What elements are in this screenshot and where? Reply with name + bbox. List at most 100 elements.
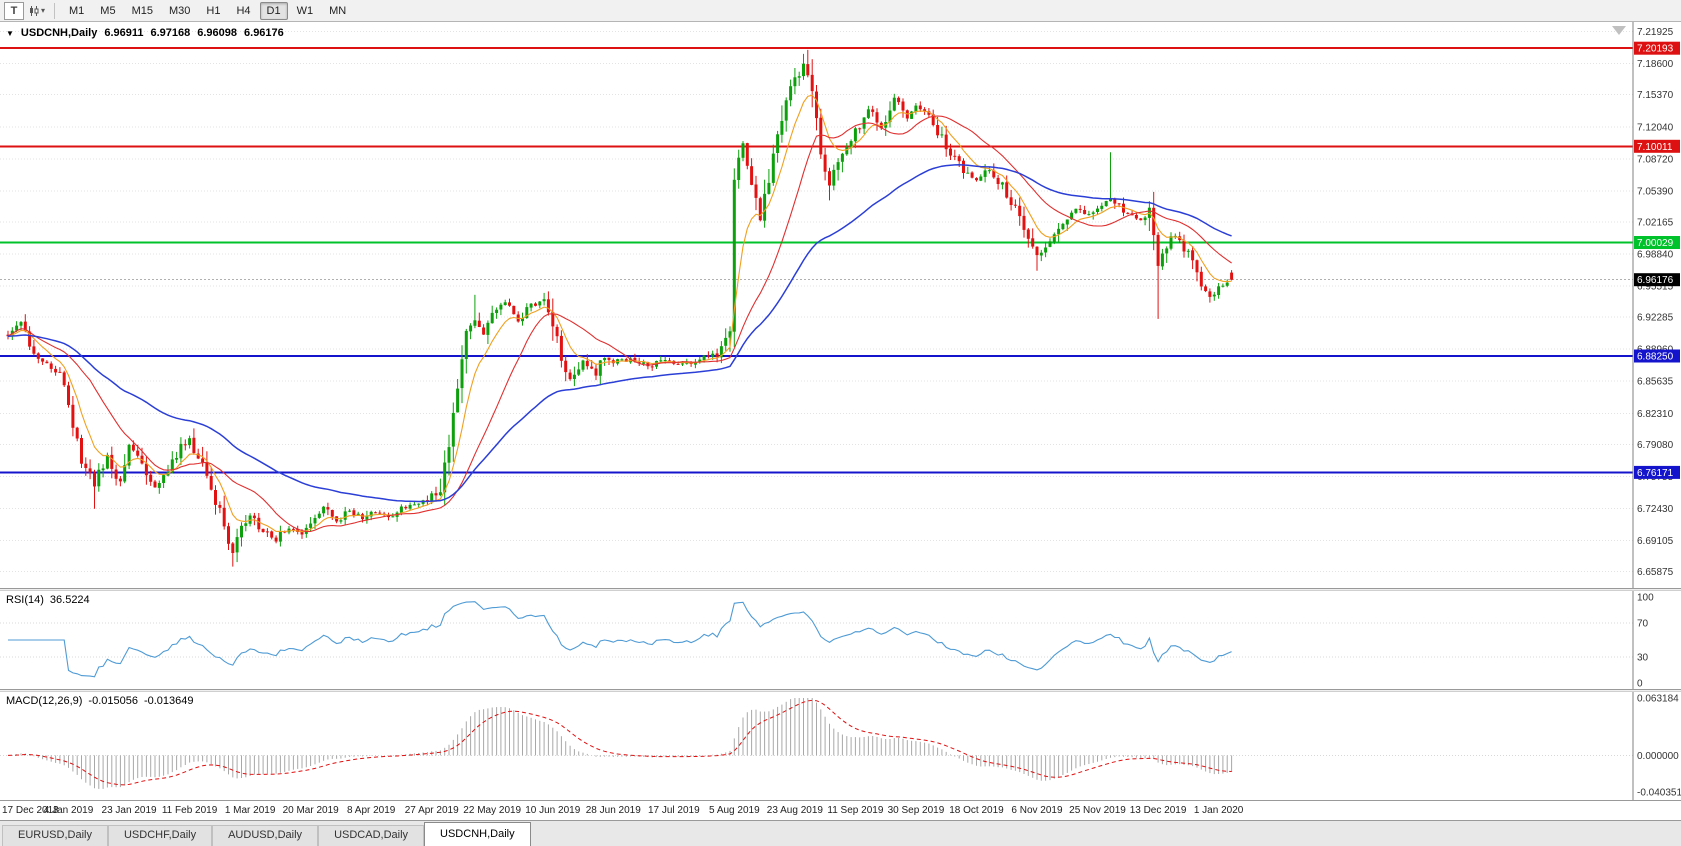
svg-text:6.76171: 6.76171 [1637,468,1674,479]
ma-20-line [7,115,1232,533]
svg-text:7.15370: 7.15370 [1637,90,1674,101]
svg-text:7.08720: 7.08720 [1637,154,1674,165]
dropdown-triangle-icon[interactable]: ▼ [6,28,14,38]
svg-text:6.96176: 6.96176 [1637,275,1674,286]
svg-text:6.65875: 6.65875 [1637,567,1674,578]
macd-main-value: -0.015056 [88,695,138,707]
date-label: 10 Jun 2019 [525,805,581,816]
price-chart-canvas[interactable]: 7.21925 7.18600 7.15370 7.12040 7.08720 7.053… [0,22,1681,588]
candles-layer [6,49,1234,567]
timeframe-button-d1[interactable]: D1 [259,1,288,20]
timeframe-button-h4[interactable]: H4 [236,4,251,17]
rsi-header: RSI(14) 36.5224 [6,594,90,606]
date-label: 20 Mar 2019 [282,805,339,816]
panel-divider[interactable] [0,689,1681,692]
macd-canvas[interactable]: 0.063184 0.000000 -0.040351 [0,692,1681,800]
timeframe-button-m1[interactable]: M1 [69,4,85,17]
svg-text:7.05390: 7.05390 [1637,186,1674,197]
date-label: 17 Dec 2018 [2,805,59,816]
rsi-axis[interactable]: 100 70 30 0 [1632,591,1681,690]
macd-histogram [11,698,1233,789]
svg-text:6.72430: 6.72430 [1637,504,1674,515]
chart-type-dropdown-button[interactable]: ▾ [27,2,47,20]
date-label: 11 Sep 2019 [827,805,884,816]
macd-header: MACD(12,26,9) -0.015056 -0.013649 [6,695,194,707]
timeframe-button-m5[interactable]: M5 [100,4,116,17]
svg-text:7.20193: 7.20193 [1637,44,1674,55]
svg-text:100: 100 [1637,593,1654,604]
svg-text:6.88250: 6.88250 [1637,352,1674,363]
svg-text:70: 70 [1637,618,1649,629]
svg-text:-0.040351: -0.040351 [1637,788,1681,799]
price-level-badge [1634,236,1680,249]
svg-text:7.10011: 7.10011 [1637,142,1673,153]
date-label: 6 Nov 2019 [1011,805,1063,816]
svg-text:7.00029: 7.00029 [1637,238,1674,249]
price-level-badge [1634,349,1680,363]
svg-text:6.92285: 6.92285 [1637,313,1674,324]
chart-tab-usdcnh[interactable]: USDCNH,Daily [424,822,531,846]
date-label: 1 Jan 2020 [1193,805,1244,816]
chart-tab-usdchf[interactable]: USDCHF,Daily [107,825,213,846]
date-label: 17 Jul 2019 [647,805,700,816]
date-label: 18 Oct 2019 [949,805,1004,816]
date-label: 27 Apr 2019 [404,805,459,816]
timeframe-button-h1[interactable]: H1 [206,4,221,17]
price-level-badge [1634,465,1680,479]
price-axis[interactable]: 7.21925 7.18600 7.15370 7.12040 7.08720 7.053… [1632,22,1681,588]
svg-text:0.063184: 0.063184 [1637,694,1679,705]
ohlc-open: 6.96911 [104,27,144,39]
timeframe-button-mn[interactable]: MN [329,4,347,17]
date-label: 30 Sep 2019 [887,805,945,816]
svg-text:7.02165: 7.02165 [1637,217,1674,228]
horizontal-level-lines[interactable] [0,47,1633,474]
date-label: 25 Nov 2019 [1069,805,1126,816]
date-label: 4 Jan 2019 [43,805,94,816]
panel-divider[interactable] [0,588,1681,591]
macd-label: MACD(12,26,9) [6,695,83,707]
ohlc-high: 6.97168 [150,27,191,39]
macd-axis[interactable]: 0.063184 0.000000 -0.040351 [1632,692,1681,800]
price-level-badge [1634,139,1680,153]
svg-text:7.18600: 7.18600 [1637,59,1674,70]
chart-tab-eurusd[interactable]: EURUSD,Daily [2,825,108,846]
text-tool-button[interactable]: T [4,1,24,20]
svg-text:6.98840: 6.98840 [1637,250,1674,261]
svg-text:30: 30 [1637,653,1649,664]
rsi-line [8,601,1232,678]
ma-8-line [7,94,1232,533]
date-label: 23 Jan 2019 [101,805,157,816]
rsi-value: 36.5224 [49,594,90,606]
timeframe-toolbar: T ▾ M1 M5 M15 M30 H1 H4 D1 W1 MN [0,0,1681,22]
rsi-canvas[interactable]: 100 70 30 0 [0,591,1681,689]
svg-text:6.82310: 6.82310 [1637,409,1674,420]
rsi-panel[interactable]: RSI(14) 36.5224 100 70 30 0 [0,591,1681,689]
price-level-badge [1634,41,1680,55]
price-chart-panel[interactable]: ▼ USDCNH,Daily 6.96911 6.97168 6.96098 6… [0,22,1681,588]
candlestick-chart-icon [29,5,39,16]
date-label: 8 Apr 2019 [346,805,396,816]
chart-tab-usdcad[interactable]: USDCAD,Daily [318,825,425,846]
date-label: 1 Mar 2019 [224,805,276,816]
chart-tab-audusd[interactable]: AUDUSD,Daily [212,825,319,846]
timeframe-button-m15[interactable]: M15 [131,4,153,17]
svg-text:6.69105: 6.69105 [1637,536,1674,547]
chevron-down-icon: ▾ [40,6,45,15]
chart-header: ▼ USDCNH,Daily 6.96911 6.97168 6.96098 6… [6,27,284,39]
timeframe-button-w1[interactable]: W1 [296,4,314,17]
current-price-badge [1634,273,1680,287]
svg-text:6.79080: 6.79080 [1637,440,1674,451]
chart-tabs-bar: EURUSD,Daily USDCHF,Daily AUDUSD,Daily USDC… [0,820,1681,846]
date-label: 13 Dec 2019 [1129,805,1187,816]
timeframe-button-m30[interactable]: M30 [168,4,191,17]
svg-text:7.21925: 7.21925 [1637,27,1674,38]
toolbar-separator [54,2,55,19]
date-label: 11 Feb 2019 [161,805,218,816]
time-axis[interactable]: 17 Dec 2018 4 Jan 2019 23 Jan 2019 11 Feb 2… [0,800,1681,820]
scroll-marker-icon[interactable] [1612,26,1626,35]
svg-text:0: 0 [1637,679,1643,690]
svg-text:6.95515: 6.95515 [1637,282,1674,293]
symbol-period-label: USDCNH,Daily [20,27,98,39]
macd-panel[interactable]: MACD(12,26,9) -0.015056 -0.013649 0.0631… [0,692,1681,800]
